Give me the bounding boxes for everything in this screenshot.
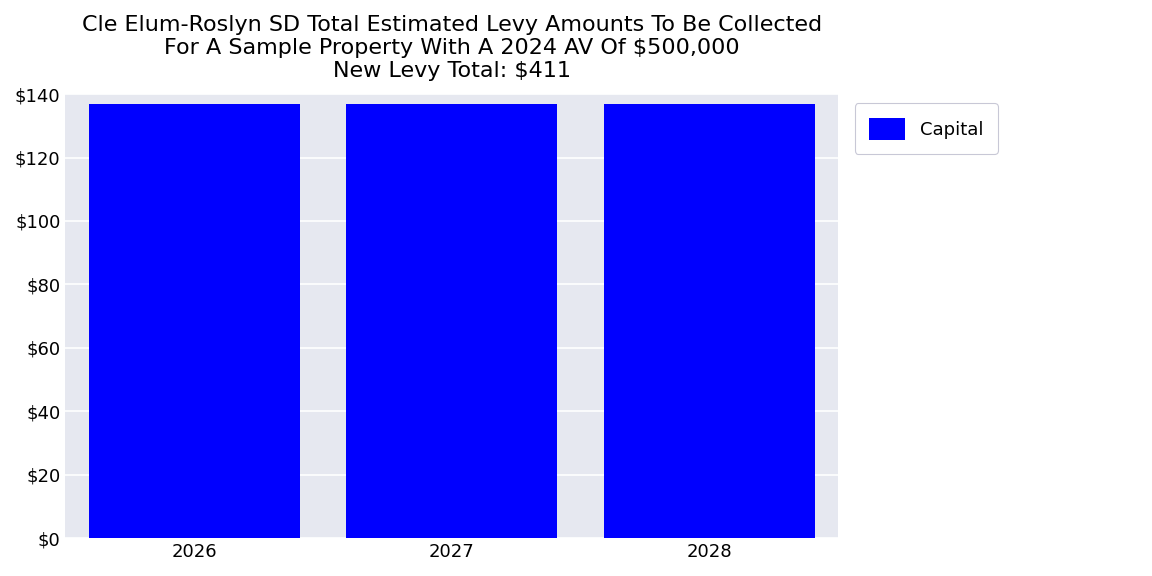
Title: Cle Elum-Roslyn SD Total Estimated Levy Amounts To Be Collected
For A Sample Pro: Cle Elum-Roslyn SD Total Estimated Levy … bbox=[82, 15, 821, 81]
Legend: Capital: Capital bbox=[855, 103, 998, 154]
Bar bbox=[604, 104, 814, 538]
Bar bbox=[346, 104, 558, 538]
Bar bbox=[89, 104, 300, 538]
